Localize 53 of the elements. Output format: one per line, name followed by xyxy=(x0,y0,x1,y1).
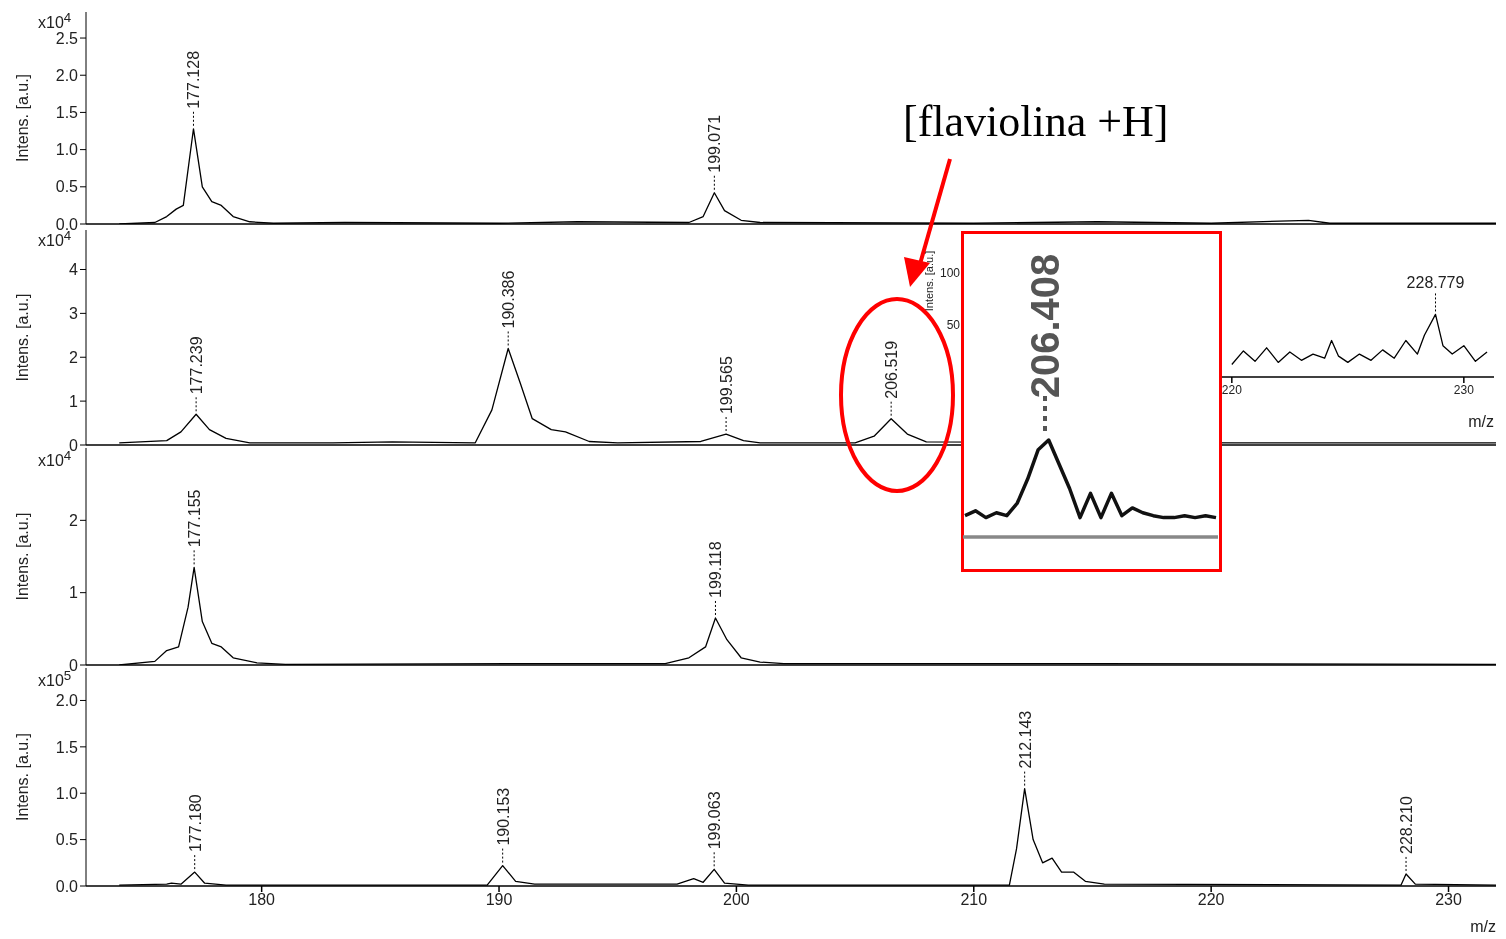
x-tick-label: 230 xyxy=(1453,382,1475,397)
y-tick-label: 2.0 xyxy=(55,66,79,84)
y-tick-label: 2 xyxy=(69,348,79,366)
annotation: 177.180 xyxy=(186,794,204,853)
annotation: 199.071 xyxy=(706,114,724,173)
x-axis-title: m/z xyxy=(1470,918,1496,935)
y-axis-title: Intens. [a.u.] xyxy=(13,512,31,601)
y-tick-label: 50 xyxy=(946,318,961,333)
annotation: 177.239 xyxy=(188,336,206,395)
annotation: 177.128 xyxy=(185,50,203,109)
y-axis-title: Intens. [a.u.] xyxy=(13,293,31,382)
annotation: 206.519 xyxy=(883,340,901,399)
annotation: 199.565 xyxy=(718,356,736,415)
annotation: [flaviolina +H] xyxy=(903,96,1169,147)
annotation: 199.118 xyxy=(707,541,725,598)
y-tick-label: 0.5 xyxy=(55,178,79,196)
y-axis-title: Intens. [a.u.] xyxy=(923,250,935,312)
x-tick-label: 230 xyxy=(1435,891,1462,909)
y-tick-label: 3 xyxy=(69,305,79,323)
annotation: 177.155 xyxy=(186,489,204,548)
y-tick-label: 0.5 xyxy=(55,831,79,849)
y-tick-label: 100 xyxy=(939,265,961,280)
text: x10$^{4}$ xyxy=(38,10,72,32)
x-tick-label: 190 xyxy=(485,891,513,909)
y-tick-label: 2.5 xyxy=(55,29,79,47)
x-tick-label: 220 xyxy=(1221,382,1243,397)
annotation: 228.779 xyxy=(1406,274,1465,292)
x-tick-label: 210 xyxy=(960,891,988,909)
y-axis-title: Intens. [a.u.] xyxy=(13,732,31,822)
y-tick-label: 1 xyxy=(69,584,79,602)
y-tick-label: 1 xyxy=(69,392,79,410)
annotation: 212.143 xyxy=(1016,710,1034,769)
annotation: 190.386 xyxy=(500,270,518,329)
y-tick-label: 1.0 xyxy=(55,784,79,802)
y-tick-label: 1.5 xyxy=(55,738,79,756)
y-tick-label: 2.0 xyxy=(55,692,79,710)
annotation: 228.210 xyxy=(1398,796,1416,854)
x-axis-title: m/z xyxy=(1468,413,1494,430)
y-tick-label: 1.0 xyxy=(55,141,79,159)
x-tick-label: 180 xyxy=(248,891,276,909)
y-tick-label: 0 xyxy=(69,656,79,674)
y-axis-title: Intens. [a.u.] xyxy=(13,73,31,163)
y-tick-label: 0.0 xyxy=(55,877,79,895)
annotation: 206.408 xyxy=(1022,253,1068,399)
y-tick-label: 1.5 xyxy=(55,104,79,122)
x-tick-label: 220 xyxy=(1197,891,1225,909)
y-tick-label: 0 xyxy=(69,436,79,454)
annotation: 199.063 xyxy=(706,791,724,850)
annotation: 190.153 xyxy=(494,787,512,846)
y-tick-label: 4 xyxy=(69,261,79,279)
x-tick-label: 200 xyxy=(723,891,750,909)
y-tick-label: 2 xyxy=(69,512,79,530)
line-series xyxy=(1231,313,1488,366)
